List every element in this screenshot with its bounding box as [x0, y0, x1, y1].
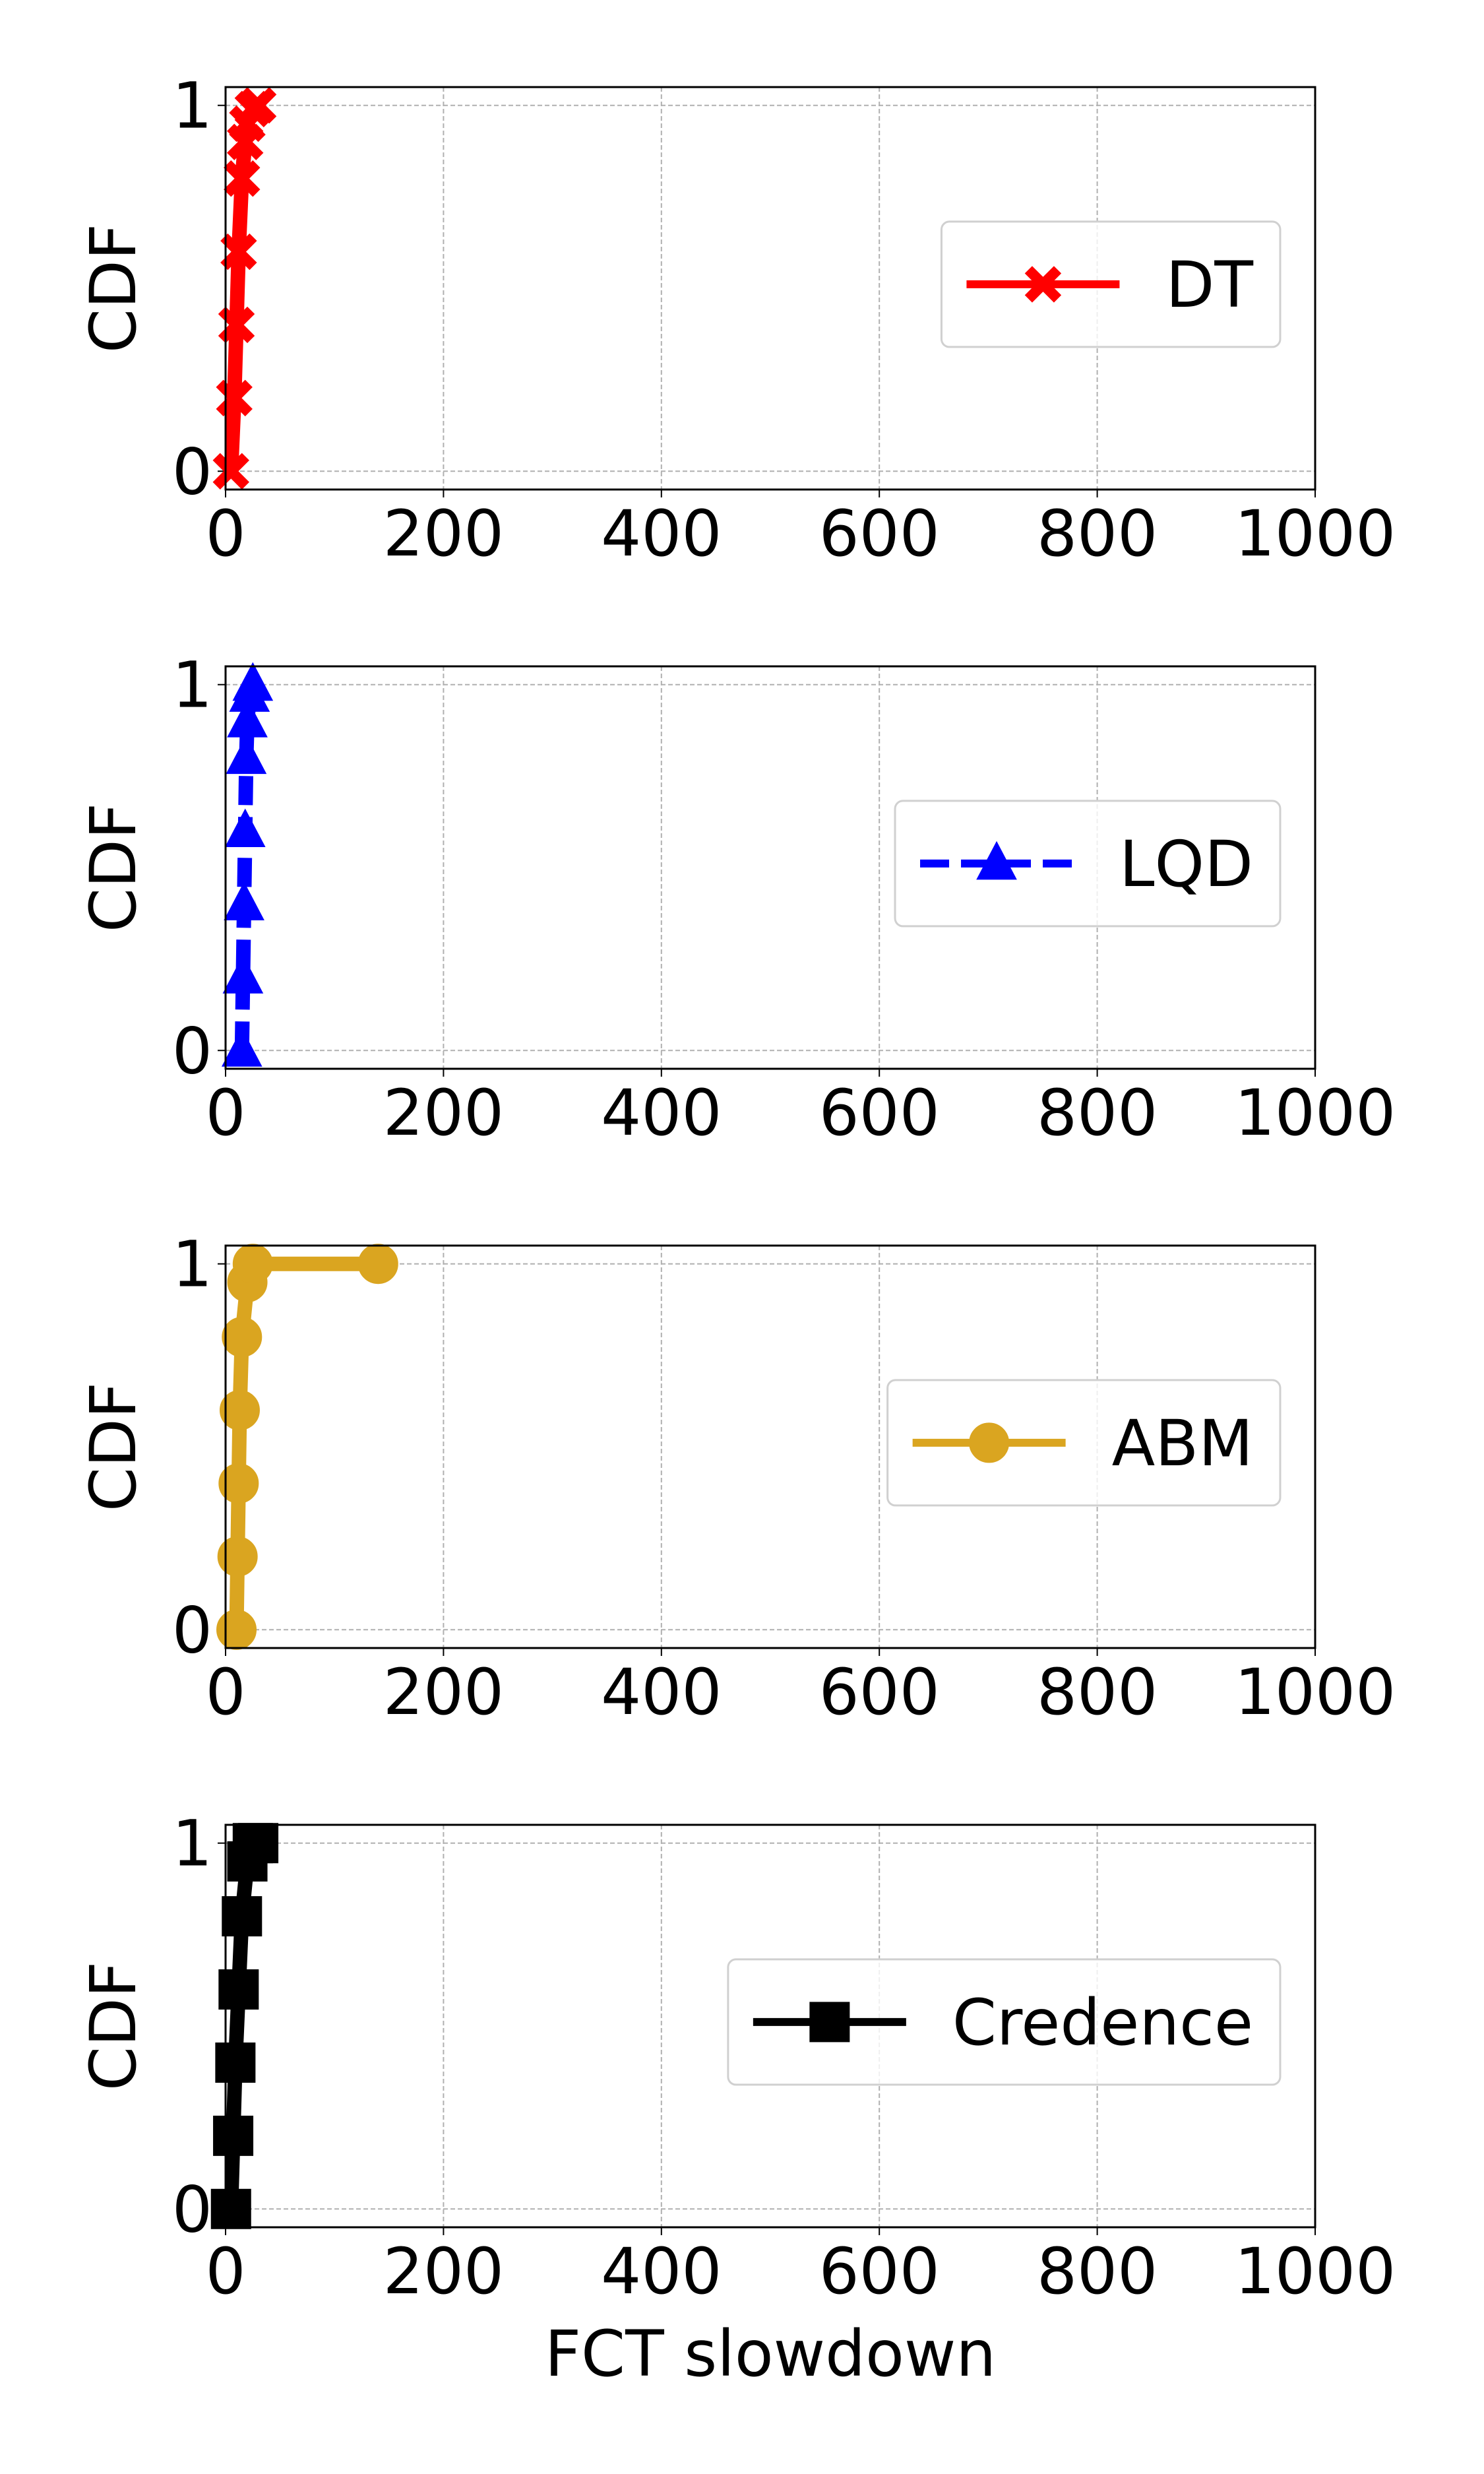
marker: [222, 1317, 263, 1358]
x-tick-label: 0: [205, 1655, 245, 1729]
axes-frame: [224, 86, 1316, 491]
marker: [217, 1536, 258, 1577]
x-tick-label: 600: [819, 2235, 940, 2308]
axes-frame: [224, 1244, 1316, 1649]
y-tick-label: 0: [172, 2173, 212, 2246]
axes-frame: [224, 665, 1316, 1070]
x-tick-label: 0: [205, 497, 245, 571]
x-tick-label: 600: [819, 497, 940, 571]
marker: [218, 1463, 259, 1504]
x-tick-label: 200: [383, 1655, 504, 1729]
x-tick-label: 1000: [1235, 497, 1396, 571]
marker: [232, 662, 274, 701]
y-tick-label: 0: [172, 1014, 212, 1088]
legend-marker: [1024, 266, 1062, 303]
x-tick-label: 800: [1037, 1655, 1158, 1729]
marker: [221, 1028, 263, 1067]
plot-area: [226, 99, 263, 472]
x-tick-label: 1000: [1235, 1076, 1396, 1150]
x-tick-label: 600: [819, 1655, 940, 1729]
legend-box: [894, 800, 1282, 928]
marker: [212, 453, 249, 490]
y-axis-label: CDF: [77, 803, 150, 932]
y-tick-label: 1: [172, 649, 212, 722]
y-axis-label: CDF: [77, 1382, 150, 1511]
marker: [357, 1244, 398, 1285]
legend-marker: [969, 1422, 1010, 1463]
legend-label: DT: [1165, 248, 1253, 322]
x-tick-label: 0: [205, 2235, 245, 2308]
x-axis-label: FCT slowdown: [545, 2317, 996, 2391]
marker: [238, 1823, 279, 1864]
x-tick-label: 1000: [1235, 2235, 1396, 2308]
axes-frame: [224, 1824, 1316, 2229]
marker: [222, 1896, 263, 1937]
y-tick-label: 1: [172, 69, 212, 143]
y-axis-label: CDF: [77, 1961, 150, 2091]
x-tick-label: 800: [1037, 1076, 1158, 1150]
y-tick-label: 0: [172, 1593, 212, 1667]
marker: [226, 735, 267, 775]
y-tick-label: 0: [172, 435, 212, 509]
legend-label: LQD: [1119, 827, 1253, 901]
marker: [210, 2188, 251, 2229]
marker: [219, 1390, 260, 1431]
legend-box: [886, 1379, 1282, 1507]
marker: [239, 87, 277, 124]
marker: [232, 1244, 273, 1285]
marker: [227, 699, 268, 738]
marker: [222, 955, 264, 994]
y-tick-label: 1: [172, 1807, 212, 1881]
marker: [216, 1609, 257, 1650]
y-axis-label: CDF: [77, 224, 150, 353]
series-line: [226, 99, 263, 472]
legend-label: Credence: [952, 1986, 1253, 2060]
legend-box: [727, 1958, 1282, 2086]
plot-area: [229, 1256, 379, 1630]
x-tick-label: 0: [205, 1076, 245, 1150]
y-tick-label: 1: [172, 1228, 212, 1302]
x-tick-label: 400: [601, 1076, 722, 1150]
x-tick-label: 200: [383, 2235, 504, 2308]
x-tick-label: 800: [1037, 497, 1158, 571]
legend-marker: [976, 841, 1017, 880]
legend-marker: [809, 2002, 850, 2043]
series-line: [229, 1256, 379, 1630]
legend-label: ABM: [1112, 1407, 1253, 1480]
marker: [218, 306, 255, 344]
x-tick-label: 200: [383, 1076, 504, 1150]
marker: [224, 160, 261, 197]
marker: [220, 233, 257, 270]
x-tick-label: 200: [383, 497, 504, 571]
marker: [215, 2042, 256, 2083]
marker: [224, 881, 264, 920]
marker: [224, 808, 266, 848]
x-tick-label: 400: [601, 497, 722, 571]
x-tick-label: 600: [819, 1076, 940, 1150]
marker: [213, 2115, 254, 2156]
x-tick-label: 400: [601, 2235, 722, 2308]
x-tick-label: 1000: [1235, 1655, 1396, 1729]
x-tick-label: 800: [1037, 2235, 1158, 2308]
x-tick-label: 400: [601, 1655, 722, 1729]
